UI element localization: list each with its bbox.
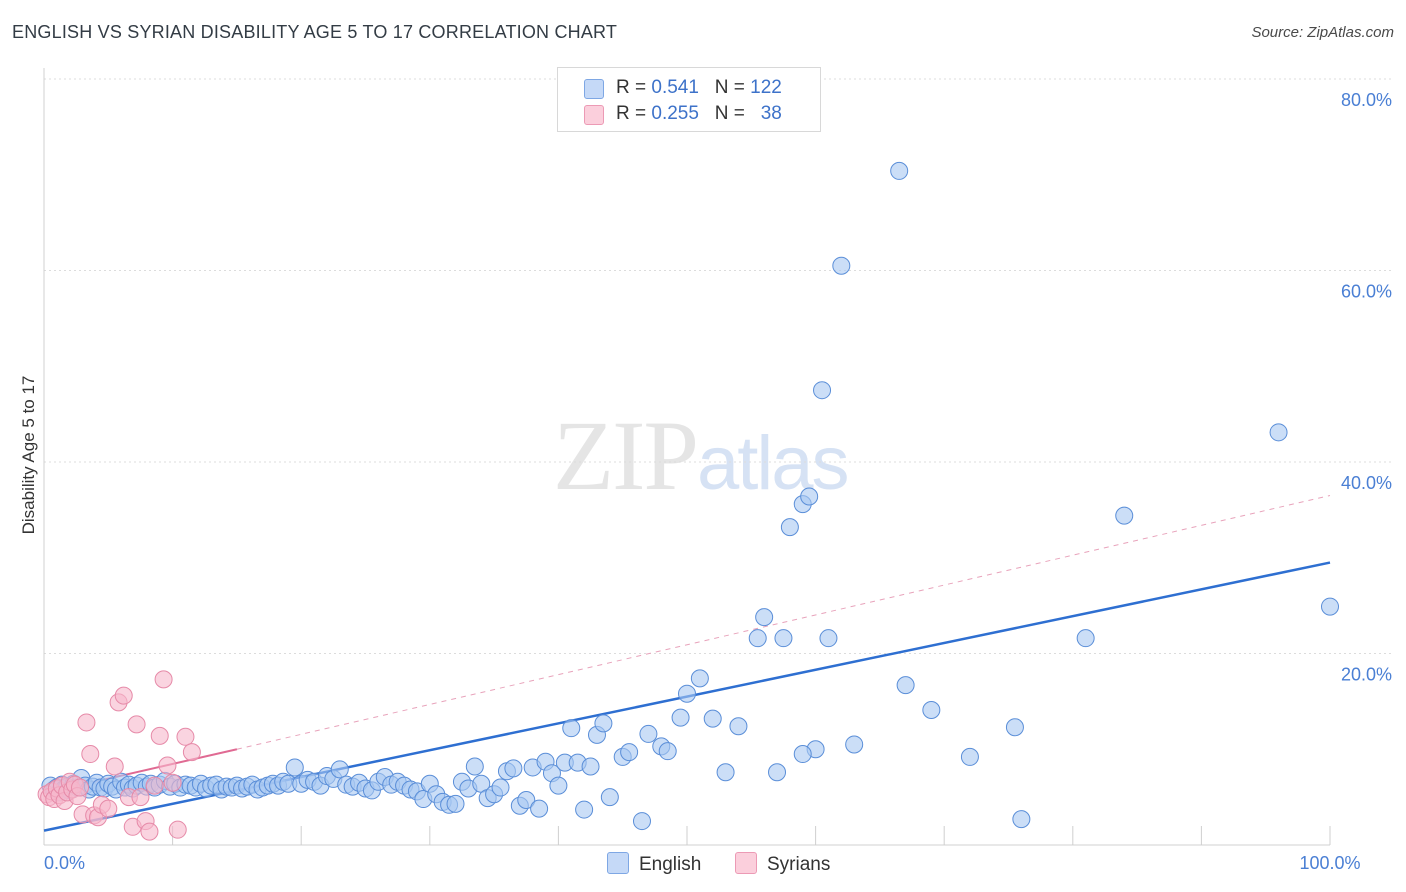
point-english	[549, 776, 568, 795]
point-syrians	[154, 670, 173, 689]
legend-r-label: R =	[616, 77, 652, 98]
x-tick-label: 0.0%	[44, 853, 85, 873]
point-english	[922, 700, 941, 719]
y-tick-label: 40.0%	[1341, 473, 1392, 493]
point-english	[774, 629, 793, 648]
bottom-legend-syrians: Syrians	[735, 852, 830, 876]
point-english	[658, 742, 677, 761]
legend-n-label: N =	[714, 77, 751, 98]
point-english	[504, 759, 523, 778]
bottom-legend-english: English	[607, 852, 701, 876]
point-english	[845, 735, 864, 754]
grid-lines	[44, 78, 1392, 654]
point-english	[285, 758, 304, 777]
point-syrians	[150, 726, 169, 745]
point-english	[780, 518, 799, 537]
point-english	[678, 684, 696, 703]
watermark: ZIPatlas	[553, 398, 850, 513]
tick-labels: 20.0% 40.0% 60.0% 80.0% 0.0% 100.0%	[44, 90, 1392, 873]
point-english	[581, 757, 600, 776]
chart-title: ENGLISH VS SYRIAN DISABILITY AGE 5 TO 17…	[12, 22, 618, 42]
point-english	[600, 788, 619, 807]
point-english	[832, 256, 851, 275]
point-english	[768, 763, 787, 782]
point-english	[671, 708, 690, 727]
point-english	[330, 760, 349, 779]
bottom-legend-swatch-syrians	[735, 852, 757, 874]
bottom-legend-label-english: English	[639, 854, 702, 875]
point-syrians	[81, 745, 100, 764]
y-tick-label: 20.0%	[1341, 665, 1392, 685]
point-syrians	[99, 799, 118, 818]
watermark-atlas: atlas	[697, 421, 850, 506]
point-english	[446, 794, 465, 813]
point-syrians	[168, 820, 187, 839]
point-english	[703, 709, 722, 728]
point-syrians	[145, 776, 164, 795]
point-english	[562, 719, 581, 738]
point-english	[1012, 810, 1031, 829]
trend-line-syrians-extrapolated	[236, 495, 1331, 750]
point-english	[748, 629, 767, 648]
point-english	[716, 763, 735, 782]
legend-swatch-syrians	[584, 105, 604, 125]
point-english	[729, 717, 748, 736]
point-syrians	[105, 757, 124, 776]
point-syrians	[182, 743, 201, 762]
bottom-legend-swatch-english	[607, 852, 629, 874]
point-english	[896, 676, 915, 695]
point-syrians	[158, 756, 177, 775]
point-english	[890, 161, 909, 180]
stats-legend: R = 0.541 N = 122 R = 0.255 N = 38	[557, 67, 821, 132]
point-syrians	[77, 713, 96, 732]
watermark-zip: ZIP	[553, 400, 699, 511]
axes	[43, 68, 1331, 846]
point-english	[465, 757, 484, 776]
point-english	[632, 812, 651, 831]
point-english	[517, 790, 536, 809]
point-english	[755, 608, 774, 627]
point-english	[594, 714, 613, 733]
legend-r-value-syrians: 0.255	[651, 103, 699, 124]
point-english	[1269, 423, 1288, 442]
point-syrians	[71, 778, 90, 797]
point-english	[819, 629, 838, 648]
point-english	[800, 487, 819, 506]
legend-swatch-english	[584, 79, 604, 99]
point-english	[813, 381, 832, 400]
legend-n-value-english: 122	[750, 77, 782, 98]
point-english	[620, 743, 639, 762]
point-english	[1321, 597, 1339, 616]
point-english	[639, 724, 658, 743]
chart-source: Source: ZipAtlas.com	[1251, 24, 1394, 41]
point-english	[1076, 629, 1095, 648]
point-english	[1005, 718, 1024, 737]
y-tick-label: 60.0%	[1341, 282, 1392, 302]
bottom-legend-label-syrians: Syrians	[767, 854, 831, 875]
point-syrians	[127, 715, 146, 734]
point-syrians	[176, 727, 195, 746]
x-tick-label: 100.0%	[1299, 853, 1360, 873]
point-english	[575, 800, 594, 819]
point-english	[530, 799, 549, 818]
legend-r-value-english: 0.541	[651, 77, 699, 98]
point-english	[960, 747, 979, 766]
y-axis-label: Disability Age 5 to 17	[19, 376, 38, 535]
point-english	[793, 745, 812, 764]
point-english	[690, 669, 709, 688]
y-tick-label: 80.0%	[1341, 90, 1392, 110]
point-english	[1115, 506, 1134, 525]
point-syrians	[140, 822, 159, 841]
point-syrians	[114, 686, 133, 705]
legend-n-value-syrians: 38	[760, 103, 782, 124]
point-english	[491, 778, 510, 797]
point-syrians	[163, 773, 182, 792]
legend-r-label: R =	[616, 103, 652, 124]
legend-n-label: N =	[714, 103, 751, 124]
point-syrians	[131, 788, 150, 807]
data-points	[37, 161, 1339, 841]
